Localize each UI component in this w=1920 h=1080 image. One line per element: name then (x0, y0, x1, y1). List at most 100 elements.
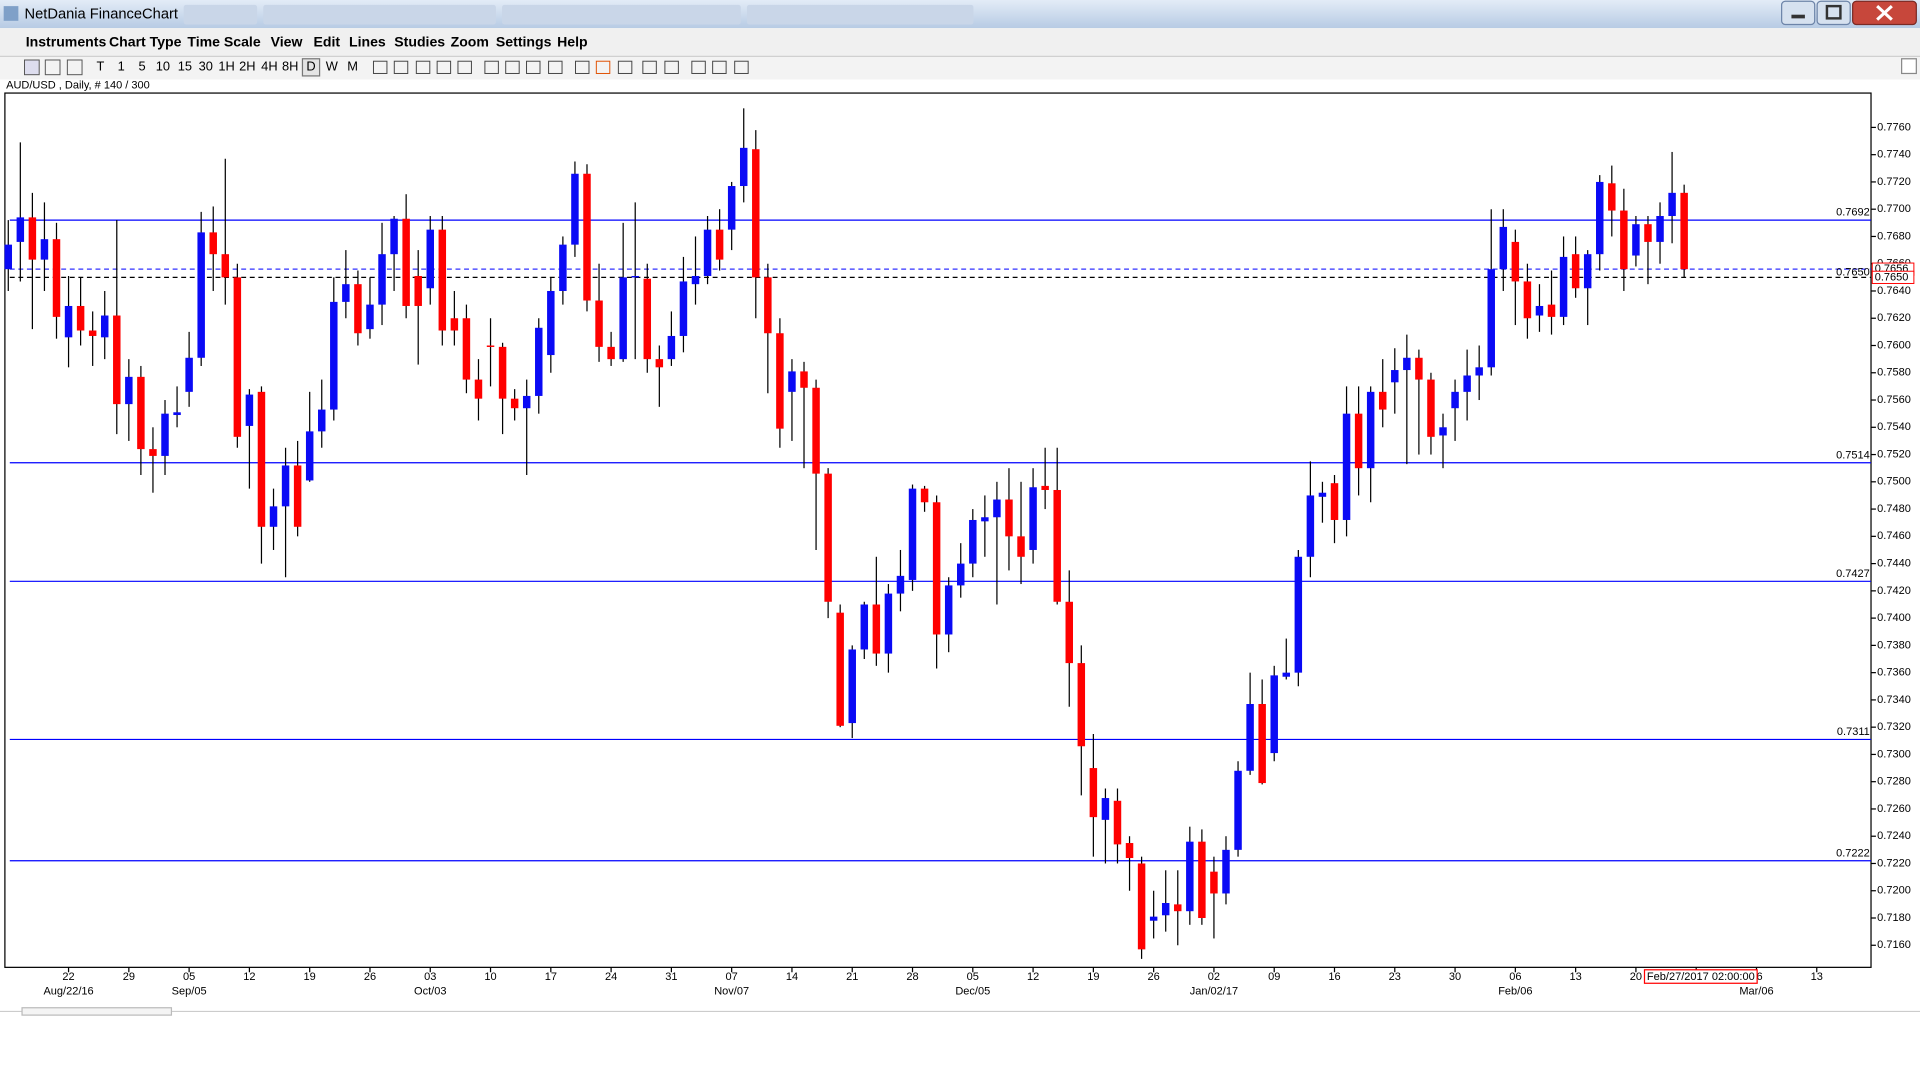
candle-body (1620, 210, 1628, 270)
menu-item[interactable]: Studies (394, 34, 445, 50)
candle-body (981, 517, 989, 522)
tool-icon[interactable] (642, 60, 657, 74)
menu-item[interactable]: Settings (496, 34, 552, 50)
timescale-button[interactable]: 1H (218, 59, 234, 74)
candle-body (1391, 370, 1399, 383)
x-tick-label: 12 (1027, 971, 1039, 983)
chart: 0.7160 0.7180 0.7200 0.7220 0.7240 0.7260 0.72… (4, 108, 1915, 998)
x-tick-label: 19 (1087, 971, 1099, 983)
tool-icon[interactable] (575, 60, 590, 74)
tool-icon[interactable] (436, 60, 452, 74)
timescale-button[interactable]: 5 (138, 59, 145, 74)
timescale-button[interactable]: 4H (261, 59, 277, 74)
price-tag (1871, 270, 1915, 284)
candle-body (957, 563, 965, 586)
timescale-button[interactable]: 30 (199, 59, 213, 74)
tool-icon[interactable] (617, 60, 633, 74)
tool-icon[interactable] (484, 60, 499, 74)
menu-item[interactable]: Lines (349, 34, 386, 50)
tab[interactable] (502, 4, 741, 25)
candle-body (1668, 192, 1676, 217)
selected-button[interactable] (301, 58, 321, 77)
tool-icon[interactable] (66, 59, 83, 76)
menu-item[interactable]: Help (557, 34, 588, 50)
candle-body (1463, 375, 1471, 392)
tool-icon[interactable] (24, 59, 40, 76)
tool-icon[interactable] (393, 60, 409, 74)
candle-body (1089, 768, 1098, 818)
x-month-label: Aug/22/16 (43, 986, 93, 998)
candle-body (643, 278, 652, 360)
timescale-button[interactable]: D (306, 59, 315, 74)
candle-body (764, 277, 772, 334)
level-label: 0.7514 (1836, 449, 1870, 461)
maximize-button[interactable] (1816, 0, 1851, 26)
candle-body (137, 376, 145, 450)
tool-icon[interactable] (734, 60, 749, 74)
candle-body (1041, 485, 1049, 490)
level-label: 0.7222 (1836, 847, 1870, 859)
y-tick-label: 0.7220 (1877, 857, 1911, 869)
candle-body (1342, 413, 1351, 520)
x-month-label: Sep/05 (172, 986, 207, 998)
candle-body (486, 345, 495, 347)
tool-icon[interactable] (44, 59, 61, 76)
panel-button[interactable] (1901, 58, 1917, 75)
tool-icon[interactable] (548, 60, 563, 74)
scrollbar-thumb[interactable] (21, 1007, 173, 1016)
x-tick-label: 26 (364, 971, 376, 983)
tool-icon[interactable] (664, 60, 679, 74)
candle-body (655, 359, 664, 368)
timescale-button[interactable]: 2H (239, 59, 255, 74)
tool-icon[interactable] (712, 60, 727, 74)
minimize-button[interactable] (1781, 0, 1816, 26)
tool-icon[interactable] (372, 60, 388, 74)
x-month-label: Nov/07 (714, 986, 749, 998)
menu-item[interactable]: Time Scale (187, 34, 260, 50)
candle-body (1174, 904, 1182, 912)
candle-body (185, 357, 193, 392)
candle-body (1161, 903, 1170, 916)
tool-icon[interactable] (457, 60, 472, 74)
x-tick-label: 07 (726, 971, 738, 983)
candle-body (703, 229, 712, 276)
candle-body (1210, 871, 1218, 894)
timescale-button[interactable]: T (96, 59, 104, 74)
candle-body (619, 277, 627, 360)
tool-icon[interactable] (595, 60, 611, 74)
tool-icon[interactable] (505, 60, 520, 74)
candle-body (1632, 224, 1640, 256)
y-tick-label: 0.7440 (1877, 558, 1911, 570)
menu-item[interactable]: View (271, 34, 303, 50)
timescale-button[interactable]: 8H (282, 59, 298, 74)
candle-body (402, 218, 410, 306)
tab[interactable] (263, 4, 496, 25)
timescale-button[interactable]: 15 (178, 59, 192, 74)
candle-body (40, 239, 49, 260)
timescale-button[interactable]: 1 (118, 59, 125, 74)
menu-item[interactable]: Instruments (26, 34, 107, 50)
tab[interactable] (183, 4, 258, 25)
timescale-button[interactable]: M (347, 59, 358, 74)
menu-item[interactable]: Zoom (451, 34, 489, 50)
candle-body (1029, 487, 1037, 550)
candle-body (245, 394, 254, 426)
candle-body (884, 593, 893, 654)
candle-body (993, 499, 1001, 518)
tool-icon[interactable] (526, 60, 541, 74)
x-tick-label: 05 (183, 971, 195, 983)
menu-item[interactable]: Chart Type (109, 34, 182, 50)
candle-body (100, 315, 109, 338)
menu-item[interactable]: Edit (313, 34, 340, 50)
tool-icon[interactable] (415, 60, 431, 74)
candle-body (113, 315, 121, 405)
x-tick-label: 28 (906, 971, 918, 983)
timescale-button[interactable]: W (326, 59, 339, 74)
timescale-button[interactable]: 10 (156, 59, 170, 74)
candle-body (908, 488, 917, 580)
tool-icon[interactable] (691, 60, 706, 74)
candle-body (800, 371, 808, 388)
candle-body (366, 304, 374, 330)
candle-body (547, 290, 555, 356)
tab[interactable] (746, 4, 974, 25)
